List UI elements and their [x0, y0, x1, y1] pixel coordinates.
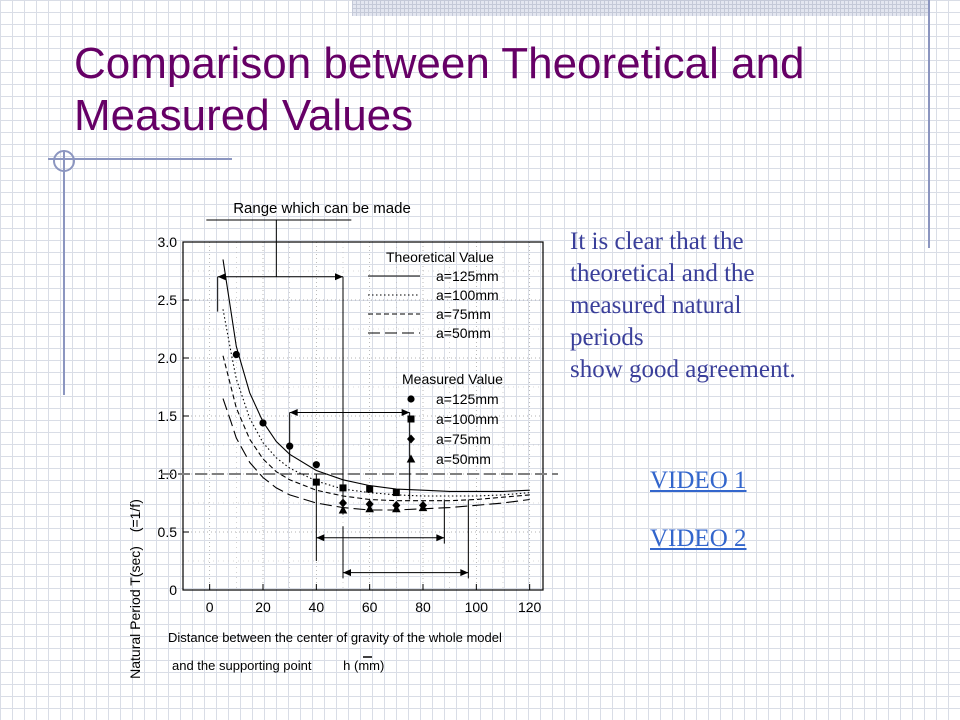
measured-point-a-125mm: [312, 461, 320, 469]
theoretical-curve-a-100mm: [222, 309, 530, 497]
x-axis-label-line1: Distance between the center of gravity o…: [168, 630, 502, 645]
legend-label-theoretical: a=50mm: [436, 325, 491, 341]
y-tick-label: 3.0: [158, 234, 178, 250]
theoretical-curve-a-75mm: [222, 355, 530, 502]
range-annotation: Range which can be made: [233, 200, 411, 217]
legend-label-measured: a=50mm: [436, 451, 491, 467]
x-tick-label: 20: [255, 599, 271, 615]
decorative-vertical-line: [928, 0, 930, 248]
theoretical-curves: [222, 259, 530, 511]
slide-title: Comparison between Theoretical and Measu…: [74, 39, 805, 140]
conclusion-line: It is clear that the: [570, 228, 744, 255]
chart-legend: Theoretical Value a=125mm a=100mm a=75mm a=5…: [368, 249, 503, 467]
x-axis-label-prefix: and the supporting point: [172, 658, 312, 673]
measured-point-a-50mm: [365, 504, 374, 513]
theoretical-curve-a-50mm: [222, 398, 530, 511]
x-axis-label-symbol: h: [343, 658, 350, 673]
y-tick-label: 0.5: [158, 524, 178, 540]
bracket-arrowhead: [335, 273, 343, 281]
x-tick-label: 100: [465, 599, 489, 615]
x-axis-label-line2: and the supporting point h (mm): [172, 658, 384, 673]
measured-point-a-50mm: [418, 503, 428, 512]
legend-label-theoretical: a=100mm: [436, 287, 499, 303]
conclusion-text: It is clear that the theoretical and the…: [570, 226, 930, 386]
y-tick-label: 1.5: [158, 408, 178, 424]
x-tick-label: 80: [415, 599, 431, 615]
bracket-arrowhead: [289, 409, 298, 417]
x-tick-label: 40: [309, 599, 325, 615]
conclusion-line: periods: [570, 324, 644, 351]
legend-marker-a-50mm: [406, 454, 416, 463]
y-axis-label-main: Natural Period T(sec): [127, 546, 143, 679]
decorative-circle: [53, 150, 75, 172]
x-axis-label-unit: (mm): [354, 658, 384, 673]
y-axis-label: Natural Period T(sec) (=1/f): [127, 499, 143, 679]
legend-marker-a-75mm: [407, 434, 415, 444]
legend-marker-a-125mm: [407, 395, 415, 403]
decorative-horizontal-line: [48, 158, 232, 160]
measured-point-a-50mm: [392, 504, 401, 513]
legend-label-theoretical: a=125mm: [436, 268, 499, 284]
legend-label-measured: a=125mm: [436, 391, 499, 407]
legend-label-theoretical: a=75mm: [436, 306, 491, 322]
y-tick-label: 2.0: [158, 350, 178, 366]
video-1-link[interactable]: VIDEO 1: [650, 467, 747, 494]
chart-labels: Range which can be made Natural Period T…: [127, 200, 502, 679]
measured-point-a-125mm: [259, 419, 267, 427]
y-tick-label: 0: [169, 582, 177, 598]
x-tick-label: 0: [206, 599, 214, 615]
chart-container: 0 20 40 60 80 100 120 0 0.5 1.0 1.5 2.0 2.5 3.0 Theor…: [118, 192, 568, 682]
bracket-arrowhead: [316, 534, 325, 542]
legend-label-measured: a=75mm: [436, 431, 491, 447]
decorative-band: [352, 0, 930, 16]
range-brackets: [206, 219, 469, 579]
decorative-vertical-line: [63, 150, 65, 395]
legend-title-measured: Measured Value: [402, 371, 503, 387]
measured-point-a-75mm: [365, 499, 374, 509]
legend-title-theoretical: Theoretical Value: [386, 249, 494, 265]
bracket-arrowhead: [436, 534, 445, 542]
bracket-arrowhead: [217, 273, 226, 281]
conclusion-line: show good agreement.: [570, 356, 796, 383]
bracket-arrowhead: [401, 409, 410, 417]
measured-point-a-100mm: [392, 489, 400, 497]
chart-grid: [183, 241, 543, 591]
video-2-link[interactable]: VIDEO 2: [650, 525, 747, 552]
legend-label-measured: a=100mm: [436, 411, 499, 427]
x-tick-label: 120: [518, 599, 542, 615]
bracket-arrowhead: [343, 569, 351, 577]
conclusion-line: measured natural: [570, 292, 742, 319]
theoretical-curve-a-125mm: [222, 259, 530, 492]
measured-point-a-125mm: [232, 350, 240, 359]
bracket-arrowhead: [460, 569, 469, 577]
legend-marker-a-100mm: [407, 415, 415, 423]
y-axis-label-unit: (=1/f): [127, 499, 143, 532]
conclusion-line: theoretical and the: [570, 260, 755, 287]
measured-markers: [232, 350, 428, 514]
x-tick-label: 60: [362, 599, 378, 615]
y-tick-label: 2.5: [158, 292, 178, 308]
measured-point-a-100mm: [366, 485, 374, 493]
